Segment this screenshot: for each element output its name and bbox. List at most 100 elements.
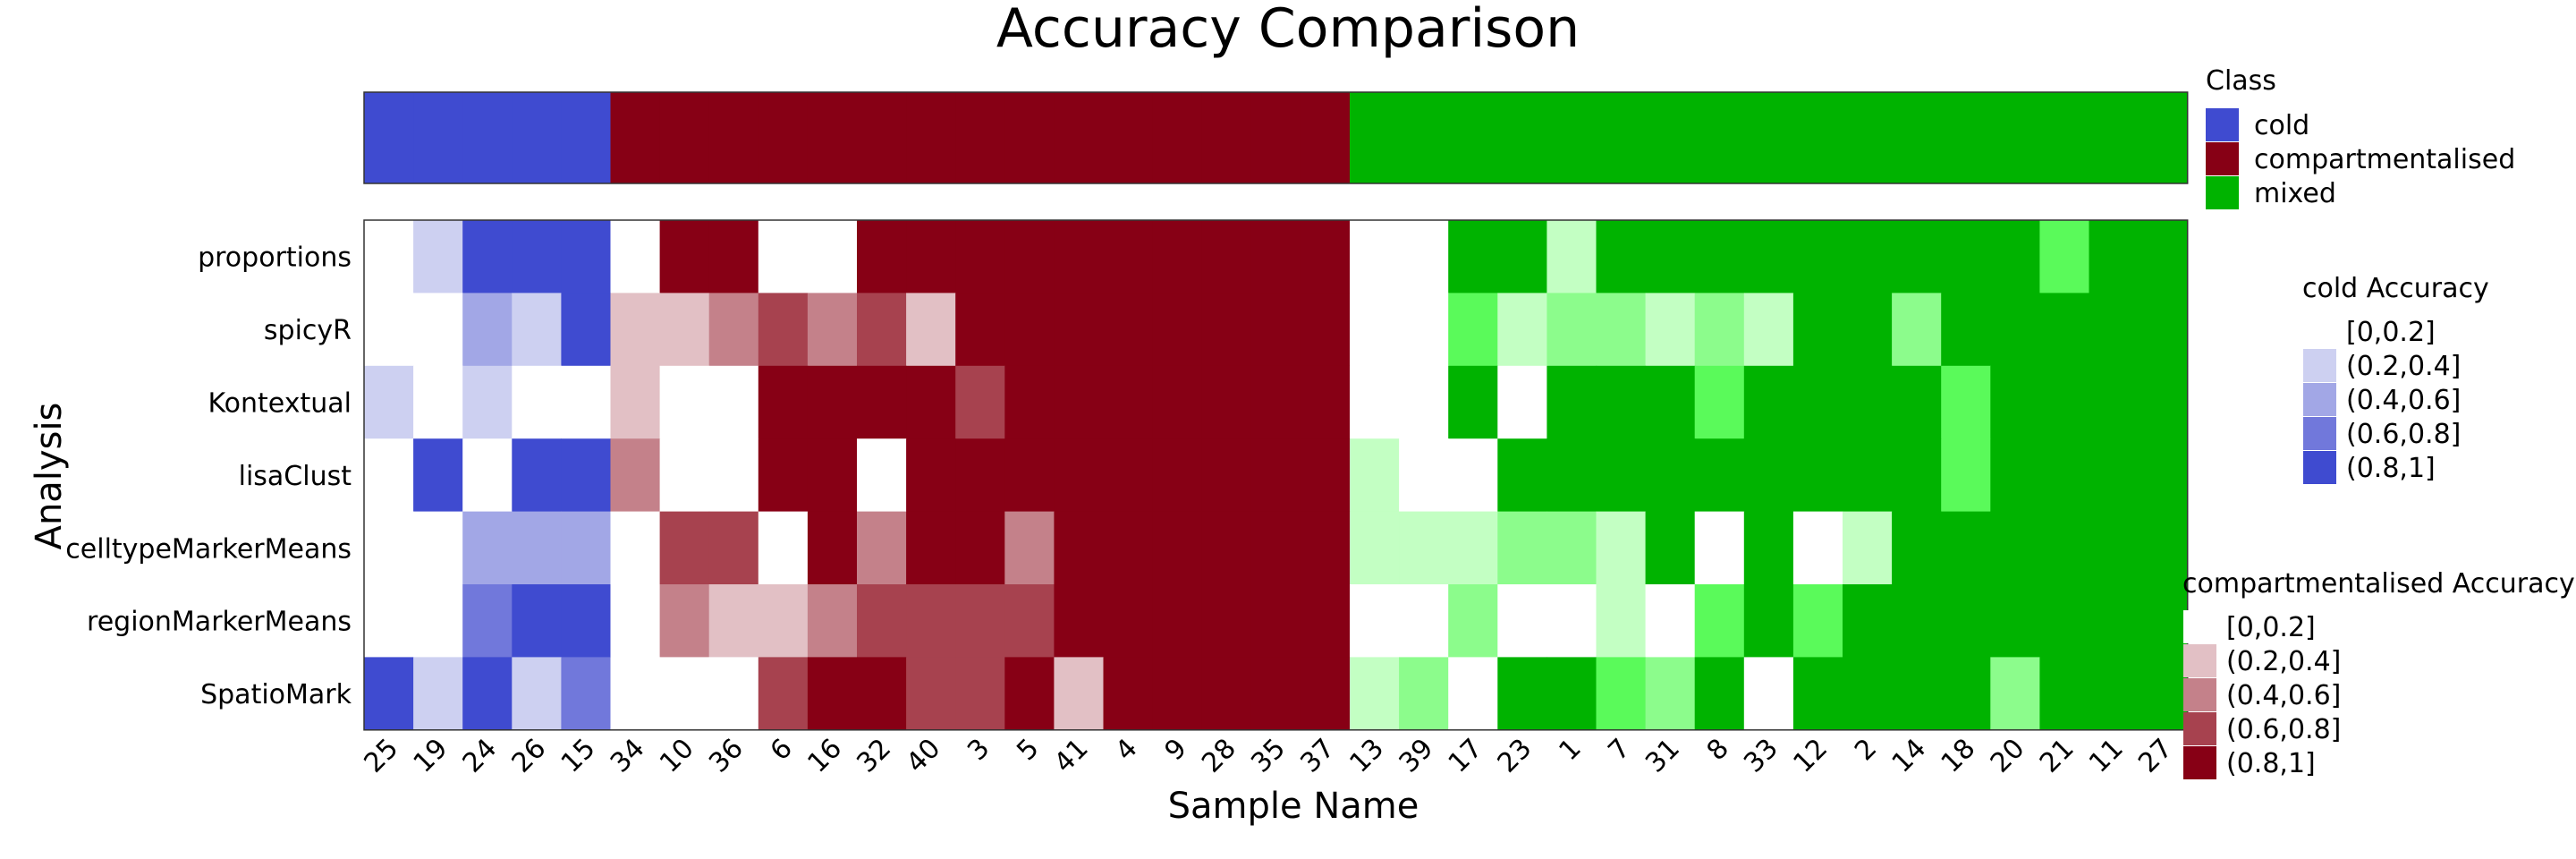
compartmentalised-legend-swatch-2 — [2183, 678, 2216, 711]
cell-celltypeMarkerMeans-26 — [512, 511, 562, 585]
cell-spicyR-16 — [807, 293, 858, 367]
cell-lisaClust-11 — [2089, 438, 2140, 513]
class-legend-swatch-compartmentalised — [2206, 142, 2239, 175]
column-label-4: 4 — [1109, 733, 1143, 767]
cold-legend-swatch-3 — [2303, 417, 2336, 450]
cell-celltypeMarkerMeans-12 — [1792, 511, 1843, 585]
cell-proportions-34 — [610, 220, 661, 293]
column-label-27: 27 — [2132, 733, 2179, 779]
column-label-41: 41 — [1048, 733, 1095, 779]
cell-spicyR-3 — [955, 293, 1005, 367]
cell-celltypeMarkerMeans-21 — [2039, 511, 2090, 585]
column-label-16: 16 — [801, 733, 848, 779]
cell-celltypeMarkerMeans-9 — [1152, 511, 1203, 585]
cell-regionMarkerMeans-6 — [758, 584, 809, 658]
column-label-10: 10 — [654, 733, 700, 779]
cell-SpatioMark-16 — [807, 657, 858, 731]
column-label-37: 37 — [1294, 733, 1341, 779]
cell-proportions-35 — [1250, 220, 1301, 293]
row-label-celltypeMarkerMeans: celltypeMarkerMeans — [65, 533, 352, 565]
cell-celltypeMarkerMeans-15 — [561, 511, 612, 585]
class-legend-label-cold: cold — [2254, 110, 2309, 141]
class-legend-label-compartmentalised: compartmentalised — [2254, 144, 2515, 175]
class-bar-26 — [512, 92, 562, 183]
class-bar-32 — [857, 92, 907, 183]
cell-Kontextual-32 — [857, 365, 907, 439]
cell-regionMarkerMeans-37 — [1300, 584, 1351, 658]
class-bar-2 — [1843, 92, 1893, 183]
cell-lisaClust-25 — [364, 438, 414, 513]
cell-celltypeMarkerMeans-19 — [413, 511, 463, 585]
column-label-15: 15 — [555, 733, 602, 779]
cell-SpatioMark-21 — [2039, 657, 2090, 731]
cell-spicyR-17 — [1448, 293, 1498, 367]
column-label-21: 21 — [2034, 733, 2080, 779]
cell-Kontextual-1 — [1546, 365, 1597, 439]
class-legend-label-mixed: mixed — [2254, 178, 2336, 209]
cell-SpatioMark-14 — [1892, 657, 1942, 731]
cell-lisaClust-28 — [1201, 438, 1252, 513]
cell-Kontextual-20 — [1990, 365, 2040, 439]
class-bar-9 — [1152, 92, 1203, 183]
cell-regionMarkerMeans-26 — [512, 584, 562, 658]
cell-proportions-2 — [1843, 220, 1893, 293]
cell-SpatioMark-34 — [610, 657, 661, 731]
cell-lisaClust-16 — [807, 438, 858, 513]
class-bar-10 — [659, 92, 710, 183]
cold-legend-label-2: (0.4,0.6] — [2346, 385, 2461, 416]
cell-proportions-6 — [758, 220, 809, 293]
cell-regionMarkerMeans-9 — [1152, 584, 1203, 658]
class-bar-33 — [1743, 92, 1794, 183]
cell-spicyR-23 — [1497, 293, 1547, 367]
cell-spicyR-39 — [1399, 293, 1449, 367]
class-bar-34 — [610, 92, 661, 183]
cell-celltypeMarkerMeans-41 — [1054, 511, 1105, 585]
cell-spicyR-35 — [1250, 293, 1301, 367]
row-label-spicyR: spicyR — [264, 315, 352, 346]
cell-SpatioMark-41 — [1054, 657, 1105, 731]
cell-celltypeMarkerMeans-17 — [1448, 511, 1498, 585]
column-labels: 25 19 24 26 15 34 10 36 6 16 32 40 3 5 41 4 9 28 35 37 13 39 1… — [359, 733, 2179, 779]
column-label-11: 11 — [2083, 733, 2130, 779]
cell-regionMarkerMeans-14 — [1892, 584, 1942, 658]
heatmap-frame — [363, 219, 2189, 731]
cell-proportions-7 — [1596, 220, 1647, 293]
cell-regionMarkerMeans-2 — [1843, 584, 1893, 658]
cell-regionMarkerMeans-10 — [659, 584, 710, 658]
cell-Kontextual-26 — [512, 365, 562, 439]
column-label-28: 28 — [1196, 733, 1242, 779]
row-labels: proportions spicyR Kontextual lisaClust cell… — [65, 242, 352, 710]
column-label-40: 40 — [901, 733, 947, 779]
cell-regionMarkerMeans-25 — [364, 584, 414, 658]
cold-legend-swatch-4 — [2303, 451, 2336, 484]
cell-regionMarkerMeans-23 — [1497, 584, 1547, 658]
cell-spicyR-7 — [1596, 293, 1647, 367]
column-label-1: 1 — [1553, 733, 1587, 767]
cell-proportions-32 — [857, 220, 907, 293]
class-bar-28 — [1201, 92, 1252, 183]
cell-celltypeMarkerMeans-6 — [758, 511, 809, 585]
cold-accuracy-legend: cold Accuracy[0,0.2](0.2,0.4](0.4,0.6](0… — [2302, 273, 2489, 484]
cell-lisaClust-6 — [758, 438, 809, 513]
cell-proportions-4 — [1103, 220, 1154, 293]
compartmentalised-legend-label-2: (0.4,0.6] — [2226, 680, 2341, 711]
cell-Kontextual-33 — [1743, 365, 1794, 439]
cell-Kontextual-10 — [659, 365, 710, 439]
cell-celltypeMarkerMeans-10 — [659, 511, 710, 585]
cell-proportions-40 — [906, 220, 956, 293]
cell-proportions-15 — [561, 220, 612, 293]
cell-regionMarkerMeans-13 — [1350, 584, 1400, 658]
cell-SpatioMark-11 — [2089, 657, 2140, 731]
cell-celltypeMarkerMeans-40 — [906, 511, 956, 585]
cell-regionMarkerMeans-11 — [2089, 584, 2140, 658]
cell-regionMarkerMeans-17 — [1448, 584, 1498, 658]
column-label-7: 7 — [1602, 733, 1636, 767]
cell-proportions-12 — [1792, 220, 1843, 293]
cell-regionMarkerMeans-16 — [807, 584, 858, 658]
compartmentalised-legend-swatch-1 — [2183, 644, 2216, 677]
cell-Kontextual-36 — [708, 365, 759, 439]
cell-Kontextual-39 — [1399, 365, 1449, 439]
cell-spicyR-1 — [1546, 293, 1597, 367]
class-legend-title: Class — [2206, 65, 2276, 97]
class-bar-15 — [561, 92, 612, 183]
